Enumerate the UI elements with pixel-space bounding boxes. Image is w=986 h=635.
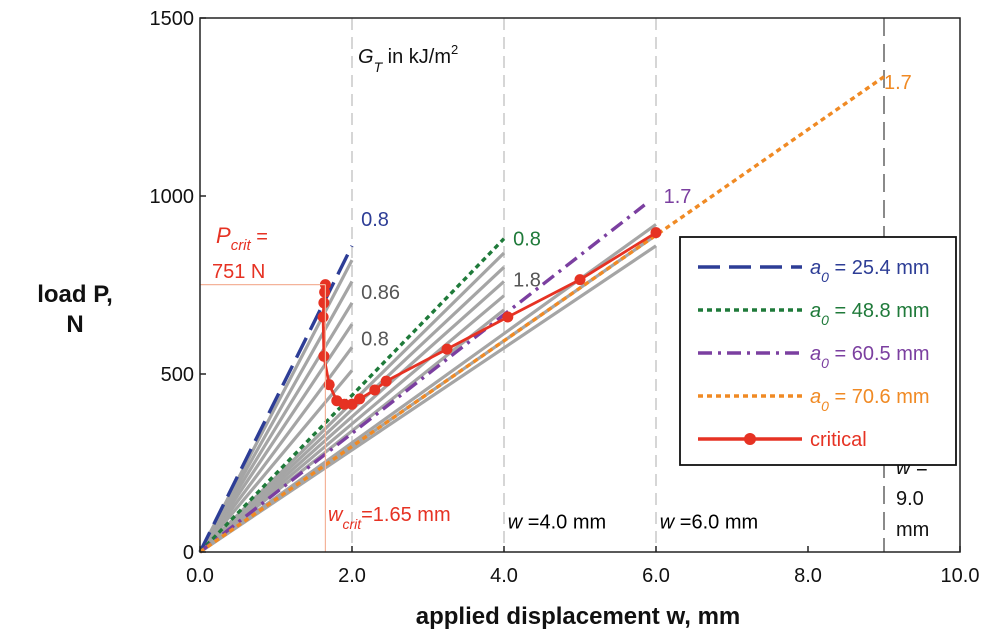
annotation-0: 0.8: [361, 209, 389, 231]
annotation-w-italic: w: [660, 512, 676, 534]
legend-sub: 0: [821, 398, 829, 414]
x-tick-label-4: 8.0: [794, 565, 822, 587]
annotation-8: w =6.0 mm: [660, 512, 758, 534]
annotations: 0.80.860.80.81.81.71.7w =4.0 mm w =6.0 mm…: [212, 42, 929, 541]
gray-curve-9: [198, 294, 506, 554]
series-line-3: [199, 75, 885, 554]
gray-curve-5: [198, 369, 354, 554]
legend-prefix: a: [810, 343, 821, 365]
critical-point-2: [318, 297, 330, 309]
legend-box: [679, 236, 957, 466]
legend-prefix: a: [810, 257, 821, 279]
legend-marker-4: [744, 433, 756, 445]
y-axis-title-line1: load P,: [37, 281, 113, 308]
legend-label-1: a0 = 48.8 mm: [810, 300, 930, 328]
annotation-1: 0.86: [361, 282, 400, 304]
legend-label-4: critical: [810, 429, 867, 451]
critical-point-5: [323, 379, 335, 391]
critical-point-10: [369, 384, 381, 396]
pcrit-sub: crit: [231, 237, 252, 254]
critical-point-4: [318, 350, 330, 362]
critical-point-15: [650, 227, 662, 239]
gt-label: GT in kJ/m2: [358, 42, 458, 75]
critical-guides: [200, 284, 326, 552]
annotation-4: 1.8: [513, 270, 541, 292]
legend-sub: 0: [821, 269, 829, 285]
legend-label-2: a0 = 60.5 mm: [810, 343, 930, 371]
legend-label-0: a0 = 25.4 mm: [810, 257, 930, 285]
gt-sub: T: [374, 59, 384, 75]
annotation-rest: =4.0 mm: [522, 512, 606, 534]
legend-sub: 0: [821, 312, 829, 328]
legend-text: = 25.4 mm: [829, 257, 930, 279]
critical-point-7: [338, 398, 350, 410]
gray-curve-2: [198, 301, 354, 553]
annotation-rest: =6.0 mm: [674, 512, 758, 534]
pcrit-label: Pcrit =: [216, 223, 268, 254]
annotation-6: 1.7: [884, 72, 912, 94]
legend-text: = 70.6 mm: [829, 386, 930, 408]
wcrit-label: wcrit=1.65 mm: [328, 504, 451, 532]
legend-text: = 60.5 mm: [829, 343, 930, 365]
x-tick-label-5: 10.0: [941, 565, 980, 587]
pcrit-main: P: [216, 223, 231, 248]
gt-sup: 2: [451, 42, 458, 57]
pcrit-eq: =: [251, 226, 268, 248]
y-tick-label-2: 1000: [150, 186, 195, 208]
w9-label-line-1: 9.0: [896, 488, 924, 510]
pcrit-value: 751 N: [212, 261, 265, 283]
x-tick-label-1: 2.0: [338, 565, 366, 587]
annotation-3: 0.8: [513, 229, 541, 251]
legend-text: = 48.8 mm: [829, 300, 930, 322]
x-axis-title: applied displacement w, mm: [416, 603, 741, 630]
tick-labels: 0.0 2.0 4.0 6.0 8.0 10.0 0 500 1000 1500: [150, 8, 980, 587]
critical-point-3: [317, 311, 329, 323]
critical-point-14: [574, 274, 586, 286]
plot-frame-rect: [199, 17, 961, 553]
critical-point-12: [441, 343, 453, 355]
legend-prefix: a: [810, 386, 821, 408]
gray-curve-0: [198, 259, 354, 553]
critical-point-9: [354, 393, 366, 405]
critical-point-1: [319, 286, 331, 298]
annotation-w-italic: w: [508, 512, 524, 534]
gray-curve-8: [198, 280, 506, 554]
gray-curve-3: [198, 323, 354, 553]
legend-label-3: a0 = 70.6 mm: [810, 386, 930, 414]
annotation-5: 1.7: [664, 186, 692, 208]
gt-rest: in kJ/m: [382, 46, 451, 68]
w9-label-line-2: mm: [896, 519, 929, 541]
wcrit-value: =1.65 mm: [361, 504, 450, 526]
x-tick-label-3: 6.0: [642, 565, 670, 587]
critical-point-13: [502, 311, 514, 323]
curves: [198, 75, 885, 554]
annotation-7: w =4.0 mm: [508, 512, 606, 534]
plot-frame: [199, 17, 961, 553]
y-axis-title-line2: N: [66, 311, 83, 338]
wcrit-main: w: [328, 504, 344, 526]
y-tick-label-0: 0: [183, 542, 194, 564]
gt-main: G: [358, 46, 374, 68]
y-tick-label-1: 500: [161, 364, 194, 386]
legend-sub: 0: [821, 355, 829, 371]
y-tick-label-3: 1500: [150, 8, 195, 30]
series-line-2: [198, 203, 646, 554]
critical-point-11: [380, 375, 392, 387]
wcrit-sub: crit: [342, 516, 362, 532]
series-line-1: [198, 237, 506, 554]
annotation-2: 0.8: [361, 328, 389, 350]
legend-prefix: a: [810, 300, 821, 322]
x-tick-label-2: 4.0: [490, 565, 518, 587]
gray-curve-1: [198, 280, 354, 553]
x-tick-label-0: 0.0: [186, 565, 214, 587]
